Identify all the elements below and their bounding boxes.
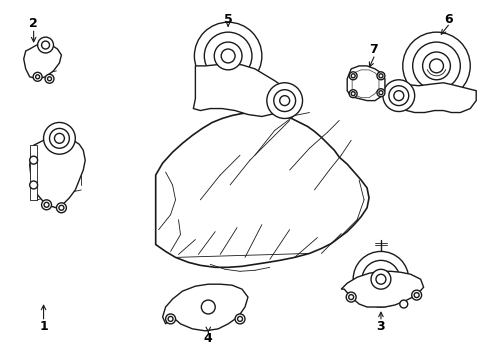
Circle shape: [194, 22, 262, 90]
Polygon shape: [30, 138, 85, 208]
Text: 3: 3: [376, 320, 385, 333]
Circle shape: [165, 314, 175, 324]
Polygon shape: [346, 66, 384, 100]
Circle shape: [194, 293, 222, 321]
Circle shape: [54, 133, 64, 143]
Polygon shape: [341, 271, 423, 307]
Circle shape: [352, 251, 408, 307]
Circle shape: [56, 203, 66, 213]
Circle shape: [201, 300, 215, 314]
Circle shape: [350, 92, 354, 96]
Circle shape: [378, 91, 382, 95]
Polygon shape: [30, 145, 37, 200]
Text: 5: 5: [224, 13, 232, 26]
Polygon shape: [351, 70, 378, 98]
Circle shape: [221, 49, 235, 63]
Circle shape: [422, 52, 449, 80]
Circle shape: [375, 274, 385, 284]
Polygon shape: [163, 284, 247, 331]
Circle shape: [378, 74, 382, 78]
Circle shape: [273, 90, 295, 112]
Circle shape: [346, 292, 355, 302]
Text: 1: 1: [39, 320, 48, 333]
Circle shape: [49, 129, 69, 148]
Circle shape: [402, 32, 469, 100]
Text: 6: 6: [443, 13, 452, 26]
Circle shape: [59, 205, 64, 210]
Circle shape: [348, 72, 356, 80]
Circle shape: [382, 80, 414, 112]
Circle shape: [45, 74, 54, 83]
Circle shape: [38, 37, 53, 53]
Circle shape: [266, 83, 302, 118]
Circle shape: [30, 181, 38, 189]
Polygon shape: [155, 113, 368, 267]
Circle shape: [186, 285, 230, 329]
Circle shape: [376, 72, 384, 80]
Circle shape: [411, 290, 421, 300]
Circle shape: [348, 90, 356, 98]
Text: 4: 4: [203, 332, 212, 345]
Circle shape: [204, 32, 251, 80]
Polygon shape: [393, 81, 475, 113]
Circle shape: [350, 74, 354, 78]
Circle shape: [393, 91, 403, 100]
Circle shape: [44, 202, 49, 207]
Circle shape: [361, 260, 399, 298]
Circle shape: [428, 59, 443, 73]
Text: 2: 2: [29, 17, 38, 30]
Circle shape: [399, 300, 407, 308]
Circle shape: [370, 269, 390, 289]
Circle shape: [30, 156, 38, 164]
Circle shape: [214, 42, 242, 70]
Circle shape: [47, 77, 51, 81]
Circle shape: [168, 316, 173, 321]
Circle shape: [41, 41, 49, 49]
Circle shape: [348, 294, 353, 300]
Circle shape: [388, 86, 408, 105]
Circle shape: [36, 75, 40, 79]
Circle shape: [279, 96, 289, 105]
Circle shape: [41, 200, 51, 210]
Circle shape: [33, 72, 42, 81]
Circle shape: [376, 89, 384, 96]
Text: 7: 7: [369, 42, 378, 55]
Circle shape: [413, 293, 418, 298]
Polygon shape: [193, 63, 289, 117]
Polygon shape: [24, 43, 61, 79]
Circle shape: [412, 42, 459, 90]
Circle shape: [43, 122, 75, 154]
Circle shape: [237, 316, 242, 321]
Circle shape: [235, 314, 244, 324]
